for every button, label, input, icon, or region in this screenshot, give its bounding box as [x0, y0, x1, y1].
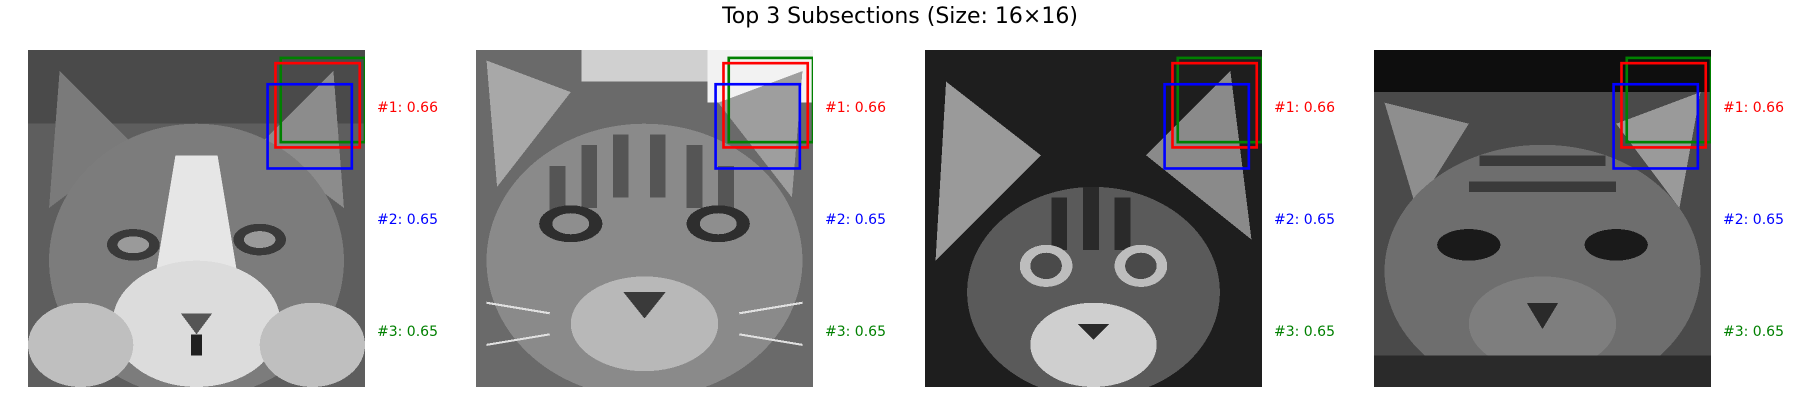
score-label-rank3: #3: 0.65	[377, 324, 438, 340]
score-label-rank1: #1: 0.66	[377, 100, 438, 116]
box-rank1	[1620, 61, 1708, 149]
cat-image-3	[925, 50, 1262, 387]
cat-image-2	[476, 50, 813, 387]
score-label-rank2: #2: 0.65	[377, 212, 438, 228]
score-label-rank3: #3: 0.65	[825, 324, 886, 340]
box-rank3	[1176, 56, 1262, 144]
score-label-rank1: #1: 0.66	[825, 100, 886, 116]
score-label-rank1: #1: 0.66	[1274, 100, 1335, 116]
box-rank1	[722, 61, 810, 149]
box-rank3	[1625, 56, 1711, 144]
score-label-rank2: #2: 0.65	[1723, 212, 1784, 228]
score-label-rank2: #2: 0.65	[825, 212, 886, 228]
score-label-rank2: #2: 0.65	[1274, 212, 1335, 228]
box-rank1	[274, 61, 362, 149]
score-label-rank3: #3: 0.65	[1723, 324, 1784, 340]
figure-title: Top 3 Subsections (Size: 16×16)	[722, 4, 1078, 29]
box-rank2	[1612, 82, 1700, 170]
box-rank3	[727, 56, 813, 144]
score-label-rank3: #3: 0.65	[1274, 324, 1335, 340]
box-rank1	[1171, 61, 1259, 149]
cat-image-4	[1374, 50, 1711, 387]
box-rank3	[279, 56, 365, 144]
box-rank2	[714, 82, 802, 170]
score-label-rank1: #1: 0.66	[1723, 100, 1784, 116]
box-rank2	[1163, 82, 1251, 170]
cat-image-1	[28, 50, 365, 387]
cat-panel-3	[925, 50, 1262, 387]
box-rank2	[266, 82, 354, 170]
cat-panel-4	[1374, 50, 1711, 387]
cat-panel-2	[476, 50, 813, 387]
cat-panel-1	[28, 50, 365, 387]
